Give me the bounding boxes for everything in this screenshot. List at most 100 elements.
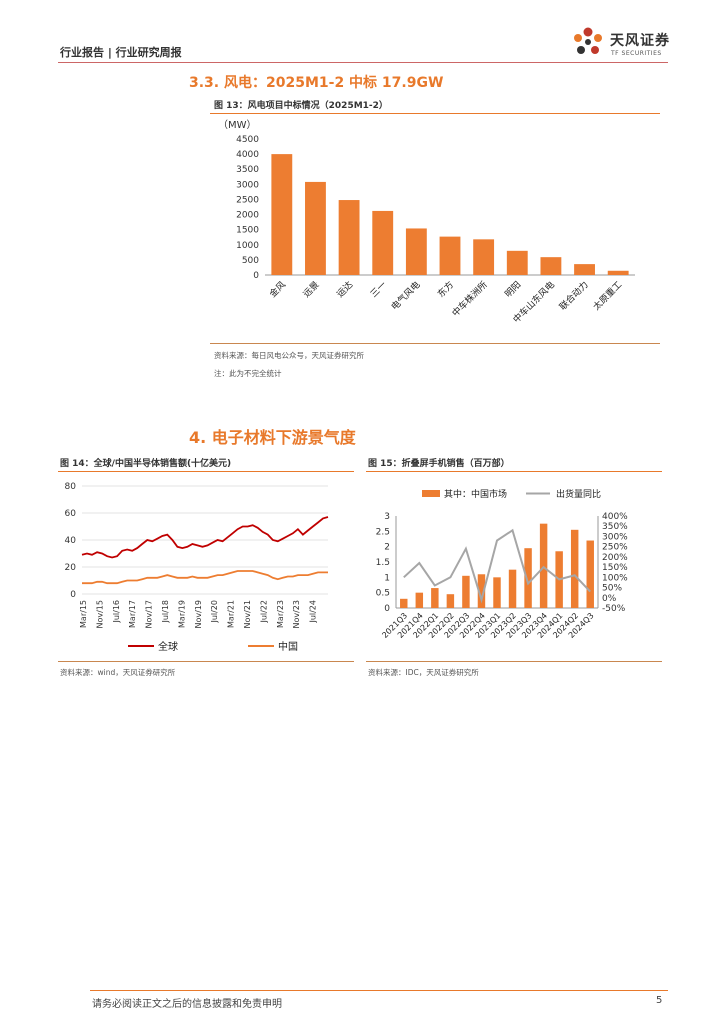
figure-13-note: 注：此为不完全统计 — [214, 369, 282, 378]
bar-5 — [462, 575, 470, 608]
bar-1 — [400, 598, 408, 608]
y-left-tick-label: 0.5 — [376, 589, 390, 599]
x-tick-label: 中车株洲所 — [449, 279, 489, 319]
legend-swatch-bar — [422, 490, 440, 497]
bar-3 — [338, 200, 360, 275]
bar-9 — [524, 548, 532, 608]
bar-2 — [415, 592, 424, 608]
wind-bid-bar-chart: （MW） 4500 4000 3500 3000 2500 2000 1500 1000 500 0… — [218, 119, 635, 325]
yoy-line — [403, 528, 591, 604]
x-tick-label: 明阳 — [503, 279, 524, 300]
bar-10 — [539, 523, 548, 608]
y-right-tick-label: 350% — [602, 522, 628, 532]
bar-13 — [586, 540, 594, 608]
y-right-tick-label: -50% — [602, 604, 626, 614]
y-tick-label: 80 — [65, 482, 77, 492]
y-left-tick-label: 2 — [384, 543, 390, 553]
x-tick-label: Nov/15 — [95, 600, 104, 629]
y-right-tick-label: 0% — [602, 594, 617, 604]
x-tick-label: 东方 — [435, 279, 456, 300]
brand-name: 天风证券 — [610, 33, 670, 49]
y-right-tick-label: 150% — [602, 563, 628, 573]
figure-15-caption: 图 15：折叠屏手机销售（百万部） — [368, 459, 510, 469]
figure-14-bottom-rule — [58, 661, 354, 662]
figure-15-bottom-rule — [366, 661, 662, 662]
x-tick-label: Jul/18 — [161, 600, 170, 624]
bar-1 — [271, 154, 293, 275]
legend-label: 其中：中国市场 — [444, 488, 507, 500]
y-tick-label: 0 — [70, 590, 76, 600]
bar-2 — [305, 181, 326, 275]
section-title-4: 4. 电子材料下游景气度 — [189, 428, 356, 447]
x-tick-label: Mar/17 — [128, 600, 137, 628]
x-tick-label: Mar/23 — [276, 600, 285, 628]
bar-5 — [405, 228, 427, 275]
y-tick-label: 4000 — [236, 150, 259, 160]
y-right-tick-label: 250% — [602, 543, 628, 553]
y-left-tick-label: 1.5 — [376, 558, 390, 568]
x-tick-label: 联合动力 — [557, 279, 591, 313]
x-tick-label: Nov/17 — [145, 600, 154, 629]
figure-14-top-rule — [58, 471, 354, 472]
x-tick-label: Jul/20 — [210, 600, 219, 624]
bar-8 — [508, 569, 517, 608]
section-title-3-3: 3.3. 风电：2025M1-2 中标 17.9GW — [189, 75, 444, 91]
x-tick-label: Mar/15 — [79, 600, 88, 628]
y-tick-label: 40 — [65, 536, 77, 546]
figure-15-top-rule — [366, 471, 662, 472]
x-tick-label: Nov/19 — [194, 600, 203, 629]
bar-12 — [570, 529, 579, 608]
foldable-phone-sales-chart: 3 2.5 2 1.5 1 0.5 0 400%350%300%250%200%150%100… — [376, 488, 629, 640]
y-tick-label: 1000 — [236, 241, 259, 251]
y-left-tick-label: 0 — [384, 604, 390, 614]
x-tick-label: Jul/22 — [259, 600, 268, 624]
bar-6 — [477, 574, 486, 608]
series-line-2 — [82, 570, 328, 585]
y-right-tick-label: 200% — [602, 553, 628, 563]
x-tick-label: 远景 — [301, 279, 322, 300]
bar-10 — [574, 264, 595, 275]
figure-13-bottom-rule — [210, 343, 660, 344]
figure-13-source: 资料来源：每日风电公众号，天风证券研究所 — [214, 351, 364, 360]
y-tick-label: 2000 — [236, 211, 259, 221]
bar-9 — [540, 257, 562, 275]
y-tick-label: 0 — [253, 271, 259, 281]
series-line-1 — [81, 516, 329, 559]
y-left-tick-label: 1 — [384, 573, 390, 583]
bar-7 — [493, 577, 501, 608]
brand-name-en: TF SECURITIES — [611, 50, 662, 57]
bar-3 — [431, 588, 439, 608]
y-left-tick-label: 2.5 — [376, 527, 390, 537]
x-tick-label: 电气风电 — [389, 279, 423, 313]
footer-divider — [90, 990, 668, 991]
y-right-tick-label: 100% — [602, 573, 628, 583]
legend-label: 中国 — [278, 640, 298, 653]
brand-logo-icon — [574, 27, 602, 54]
x-tick-label: Mar/21 — [227, 600, 236, 628]
legend-label: 出货量同比 — [556, 488, 601, 500]
y-tick-label: 3000 — [236, 180, 259, 190]
x-tick-label: Nov/21 — [243, 600, 252, 629]
header-divider — [58, 62, 668, 63]
bar-4 — [446, 594, 455, 608]
figure-13-top-rule — [210, 113, 660, 114]
x-tick-label: 金风 — [267, 279, 288, 300]
report-type: 行业报告 | 行业研究周报 — [60, 46, 182, 59]
footer-disclaimer: 请务必阅读正文之后的信息披露和免责申明 — [92, 999, 282, 1010]
legend-label: 全球 — [158, 640, 178, 653]
y-tick-label: 3500 — [236, 165, 259, 175]
y-tick-label: 20 — [65, 563, 77, 573]
figure-13-caption: 图 13：风电项目中标情况（2025M1-2） — [214, 101, 388, 111]
bar-4 — [372, 210, 394, 275]
y-tick-label: 1500 — [236, 226, 259, 236]
y-tick-label: 4500 — [236, 135, 259, 145]
y-left-tick-label: 3 — [384, 512, 390, 522]
page-number: 5 — [656, 995, 663, 1006]
x-tick-label: Jul/24 — [309, 600, 318, 624]
y-tick-label: 500 — [242, 256, 259, 266]
x-tick-label: 运达 — [334, 279, 355, 300]
x-tick-label: 三一 — [369, 280, 389, 300]
y-right-tick-label: 50% — [602, 584, 622, 594]
figure-15-source: 资料来源：IDC，天风证券研究所 — [368, 668, 479, 677]
